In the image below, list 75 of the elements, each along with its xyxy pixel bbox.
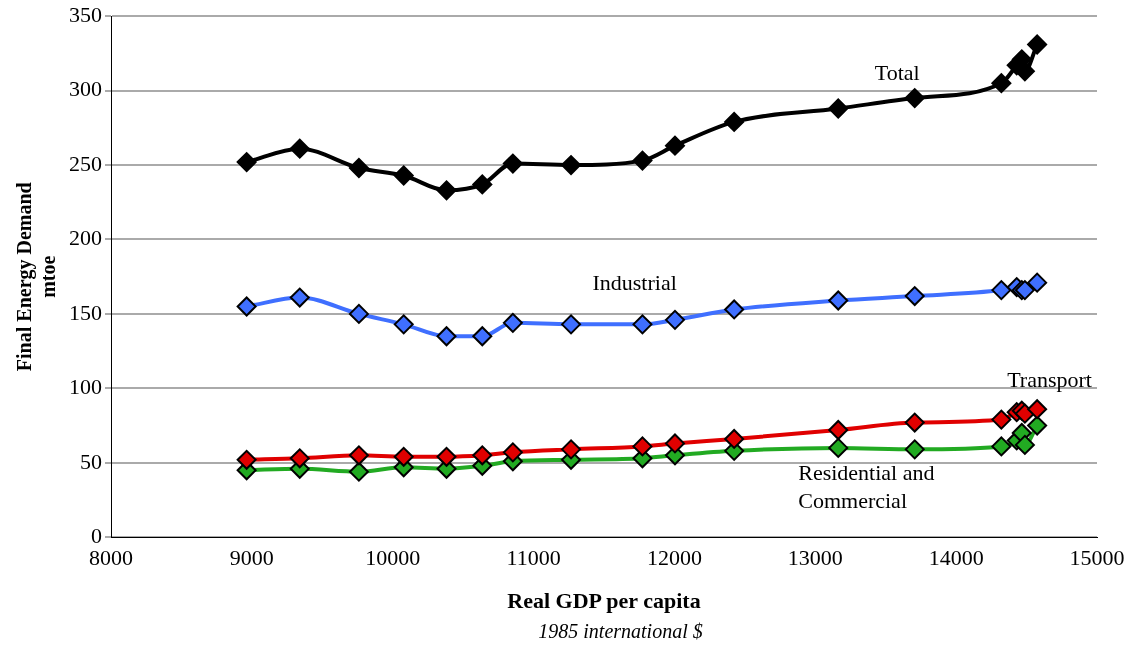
point: [904, 439, 925, 460]
y-tick-label: 0: [91, 522, 102, 548]
x-tick-label: 8000: [89, 545, 133, 571]
point: [724, 428, 745, 449]
y-tick-label: 250: [69, 150, 102, 176]
point: [348, 158, 369, 179]
point: [472, 445, 493, 466]
point: [664, 135, 685, 156]
point: [289, 138, 310, 159]
point: [1027, 272, 1048, 293]
x-tick-label: 15000: [1069, 545, 1125, 571]
point: [393, 314, 414, 335]
point: [502, 312, 523, 333]
y-axis-title: Final Energy Demand mtoe: [13, 182, 60, 372]
x-tick-label: 9000: [229, 545, 274, 571]
point: [1027, 399, 1048, 420]
point: [1027, 34, 1048, 55]
point: [632, 150, 653, 171]
point: [991, 280, 1012, 301]
point: [236, 296, 257, 317]
point: [632, 436, 653, 457]
point: [991, 436, 1012, 457]
point: [904, 88, 925, 109]
point: [632, 314, 653, 335]
point: [991, 73, 1012, 94]
point: [1014, 434, 1035, 455]
series-label: Residential and Commercial: [798, 459, 935, 513]
point: [472, 174, 493, 195]
point: [472, 326, 493, 347]
y-tick-label: 200: [69, 225, 102, 251]
point: [348, 445, 369, 466]
point: [904, 286, 925, 307]
point: [348, 303, 369, 324]
point: [828, 420, 849, 441]
y-tick-label: 150: [69, 299, 102, 325]
series-label: Total: [874, 60, 920, 86]
point: [236, 152, 257, 173]
point: [289, 448, 310, 469]
point: [561, 439, 582, 460]
x-tick-label: 14000: [928, 545, 984, 571]
point: [393, 446, 414, 467]
point: [236, 449, 257, 470]
point: [561, 155, 582, 176]
point: [436, 326, 457, 347]
point: [724, 111, 745, 132]
point: [502, 442, 523, 463]
point: [664, 433, 685, 454]
x-tick-label: 13000: [787, 545, 843, 571]
point: [289, 287, 310, 308]
point: [561, 314, 582, 335]
point: [724, 299, 745, 320]
point: [502, 153, 523, 174]
series-label: Transport: [1007, 367, 1092, 393]
text: 1985 international $: [537, 620, 704, 643]
point: [828, 98, 849, 119]
point: [904, 412, 925, 433]
point: [664, 309, 685, 330]
x-axis-title: Real GDP per capita: [507, 588, 701, 614]
series-label: Industrial: [592, 270, 677, 296]
point: [393, 165, 414, 186]
point: [828, 290, 849, 311]
point: [991, 409, 1012, 430]
point: [1014, 61, 1035, 82]
x-tick-label: 10000: [365, 545, 421, 571]
x-tick-label: 12000: [646, 545, 702, 571]
y-tick-label: 100: [69, 374, 102, 400]
y-tick-label: 350: [69, 1, 102, 27]
point: [348, 461, 369, 482]
point: [436, 180, 457, 201]
x-tick-label: 11000: [506, 545, 561, 571]
y-tick-label: 300: [69, 76, 102, 102]
y-tick-label: 50: [80, 448, 102, 474]
point: [828, 437, 849, 458]
point: [1027, 415, 1048, 436]
point: [436, 446, 457, 467]
